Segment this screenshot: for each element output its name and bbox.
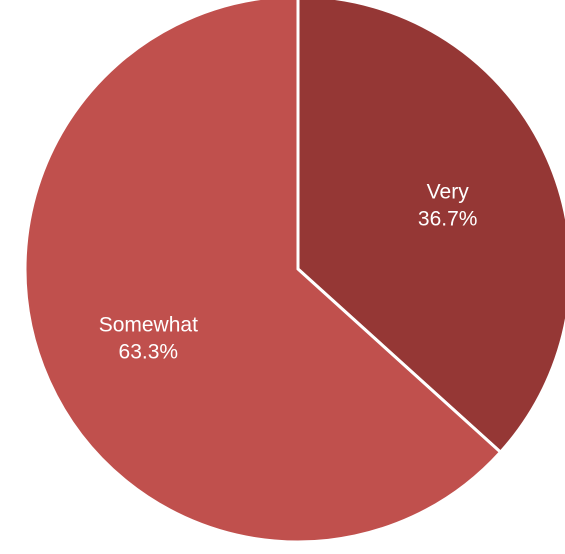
pie-label-somewhat: Somewhat 63.3% <box>99 314 198 364</box>
pie-labels: Very 36.7% Somewhat 63.3% <box>99 181 478 364</box>
pie-label-category: Very <box>427 181 470 204</box>
pie-slice-very <box>296 0 565 455</box>
pie-slice-somewhat <box>23 0 503 544</box>
pie-label-category: Somewhat <box>99 314 198 337</box>
pie-label-value: 63.3% <box>119 341 179 364</box>
pie-slices <box>23 0 565 544</box>
pie-label-value: 36.7% <box>418 208 478 231</box>
pie-label-very: Very 36.7% <box>418 181 478 231</box>
